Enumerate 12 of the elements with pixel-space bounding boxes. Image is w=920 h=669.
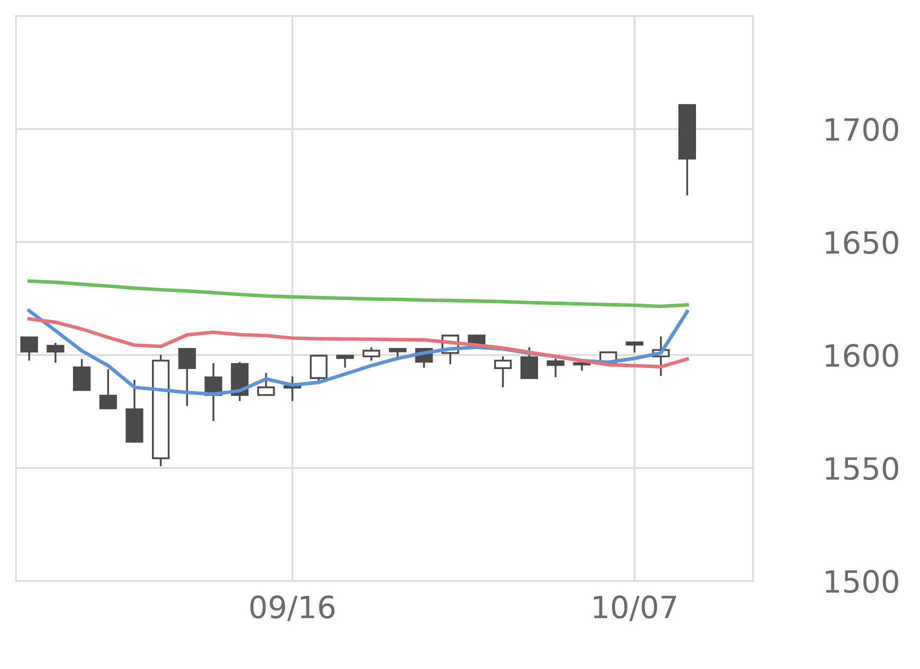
- y-tick-label: 1650: [826, 230, 898, 254]
- x-tick-label: 10/07: [594, 595, 676, 621]
- line-series: [27, 279, 689, 308]
- candlestick: [546, 358, 564, 378]
- candlestick: [46, 342, 64, 363]
- candlestick: [494, 356, 512, 388]
- line-series: [27, 317, 689, 368]
- y-tick-label: 1600: [826, 344, 898, 368]
- y-tick-label: 1500: [826, 570, 898, 594]
- x-tick-label: 09/16: [250, 595, 334, 621]
- y-tick-label: 1550: [826, 456, 898, 480]
- y-tick-label: 1700: [826, 118, 898, 142]
